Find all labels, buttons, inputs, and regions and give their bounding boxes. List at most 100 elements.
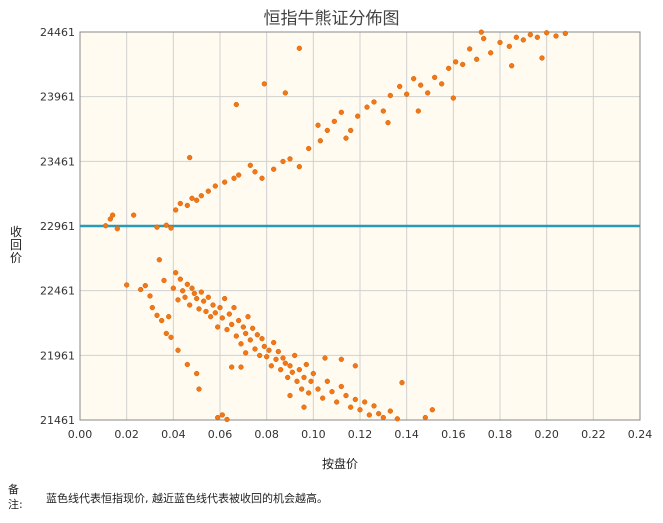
data-point [317,138,323,144]
data-point [231,175,237,181]
data-point [380,414,386,421]
data-point [324,378,330,384]
data-point [114,226,120,232]
data-point [294,378,300,384]
data-point [287,392,293,399]
data-point [243,330,249,337]
data-point [198,193,204,199]
y-tick-label: 22461 [40,285,75,298]
data-point [224,326,230,333]
data-point [308,378,314,384]
data-point [287,156,293,162]
data-point [229,321,235,328]
data-point [506,43,512,50]
data-point [250,325,256,331]
data-point [149,304,155,311]
data-point [488,50,494,56]
x-tick-label: 0.12 [348,428,373,441]
data-point [310,370,316,377]
data-point [322,355,328,361]
data-point [194,295,200,302]
data-point [415,108,421,114]
data-point [509,63,515,69]
data-point [233,101,239,108]
data-point [245,314,251,320]
data-point [184,281,190,287]
data-point [175,297,181,303]
data-point [275,348,281,355]
data-point [553,33,559,39]
data-point [282,360,288,366]
data-point [366,412,372,418]
data-point [189,285,195,291]
data-point [432,74,438,81]
data-point [266,347,272,353]
data-point [513,34,519,40]
data-point [217,304,223,311]
data-point [182,294,188,300]
data-point [236,317,242,324]
data-point [450,95,456,101]
x-tick-label: 0.18 [488,428,513,441]
data-point [296,45,302,51]
data-point [355,113,361,119]
data-point [418,82,424,88]
data-point [168,225,174,231]
data-point [205,188,211,194]
data-point [338,356,344,362]
data-point [343,135,349,141]
data-point [315,386,321,392]
data-point [399,379,405,386]
data-point [205,294,211,300]
data-point [422,414,428,421]
data-point [238,364,244,370]
data-point [411,76,417,82]
data-point [231,304,237,311]
data-point [159,317,165,324]
data-point [306,145,312,152]
data-point [180,288,186,294]
data-point [460,61,466,68]
data-point [338,383,344,390]
x-tick-label: 0.00 [68,428,93,441]
data-point [387,408,393,414]
data-point [271,166,277,172]
data-point [280,158,286,165]
data-point [497,39,503,46]
data-point [252,346,258,352]
data-point [240,324,246,330]
y-axis-label: 收回价 [9,225,22,265]
data-point [271,339,277,346]
data-point [404,91,410,97]
data-point [467,46,473,52]
data-point [285,374,291,381]
data-point [170,285,176,291]
data-point [168,334,174,341]
data-point [247,162,253,168]
data-point [348,404,354,410]
chart-title: 恒指牛熊证分佈图 [263,9,400,29]
y-tick-label: 22961 [40,220,75,233]
y-tick-label: 23961 [40,91,75,104]
data-point [296,163,302,170]
data-point [268,363,274,369]
data-point [166,314,172,320]
data-point [173,270,179,276]
data-point [282,90,288,96]
data-point [261,81,267,87]
data-point [320,395,326,401]
data-point [110,212,116,218]
data-point [387,92,393,99]
data-point [219,412,225,418]
data-point [107,216,113,222]
data-point [273,356,279,362]
data-point [352,396,358,403]
data-point [222,179,228,185]
data-point [287,363,293,369]
data-point [429,407,435,413]
data-point [163,222,169,228]
data-point [212,183,218,189]
data-point [138,286,144,293]
data-point [189,195,195,201]
